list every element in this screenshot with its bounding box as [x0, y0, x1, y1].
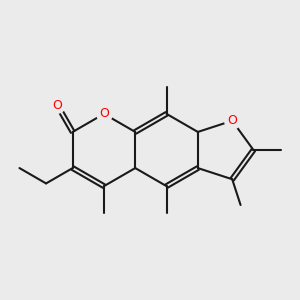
Text: O: O	[227, 114, 237, 127]
Text: O: O	[99, 107, 109, 120]
Text: O: O	[52, 99, 62, 112]
